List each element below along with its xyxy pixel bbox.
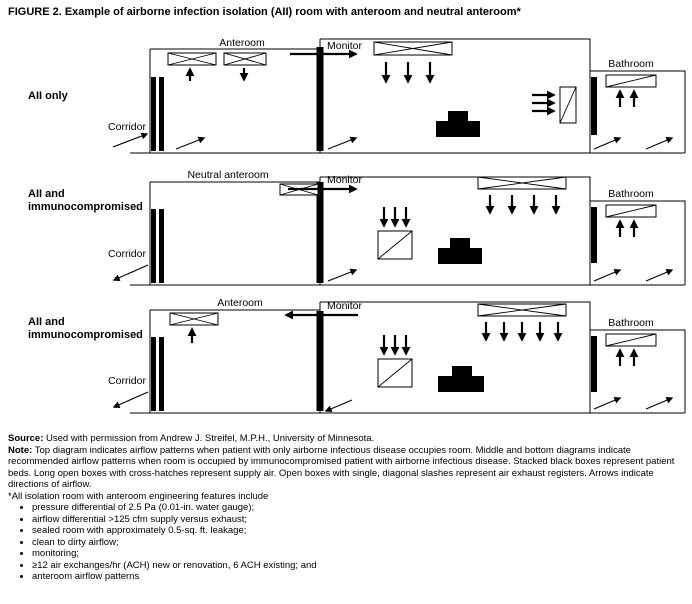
anteroom-label: Anteroom (219, 37, 265, 49)
room-outline (130, 176, 686, 286)
monitor-wall-bar (316, 47, 324, 151)
airflow-diagrams: Anteroom Monitor Bathroom Corridor (108, 37, 686, 414)
bathroom-door-bar (591, 207, 597, 263)
corridor-door-bars (151, 337, 164, 411)
patient-bed (436, 111, 480, 137)
monitor-label: Monitor (327, 40, 363, 52)
list-item: monitoring; (32, 548, 686, 560)
source-label: Source: (8, 433, 44, 444)
list-item: anteroom airflow patterns (32, 571, 686, 583)
bathroom-up-arrows (615, 89, 639, 107)
bathroom-label: Bathroom (608, 188, 654, 200)
asterisk-line: *All isolation room with anteroom engine… (8, 490, 269, 502)
room-supply-air-box (373, 41, 453, 56)
corridor-door-bars (151, 77, 164, 151)
airflow-down-arrows (381, 62, 435, 84)
figure-footnotes: Source: Used with permission from Andrew… (8, 433, 686, 583)
airflow-right-arrows (532, 90, 556, 116)
note-line: Note: Top diagram indicates airflow patt… (8, 445, 686, 491)
room-supply-air-box (477, 176, 567, 190)
exhaust-register (377, 230, 413, 260)
room-supply-air-box (477, 303, 567, 317)
bathroom-up-arrows (615, 348, 639, 366)
airflow-down-arrows (379, 335, 411, 356)
bathroom-label: Bathroom (608, 317, 654, 329)
diagram2-row-label: AII and immunocompromised (28, 188, 143, 213)
monitor-label: Monitor (327, 174, 363, 186)
source-text: Used with permission from Andrew J. Stre… (43, 433, 375, 444)
engineering-features-list: pressure differential of 2.5 Pa (0.01-in… (8, 502, 686, 583)
diagram1-row-label: AII only (28, 90, 68, 102)
corridor-label: Corridor (108, 248, 146, 260)
anteroom-label: Anteroom (217, 297, 263, 309)
airflow-down-arrows (379, 207, 411, 228)
anteroom-supply-air-box (169, 312, 219, 326)
bathroom-exhaust-register (605, 74, 657, 88)
room-outline (130, 301, 686, 414)
note-label: Note: (8, 444, 33, 456)
anteroom-supply-air-box (223, 52, 267, 66)
note-text: Top diagram indicates airflow patterns w… (8, 444, 675, 491)
list-item: clean to dirty airflow; (32, 537, 686, 549)
room-outline (130, 38, 686, 154)
anteroom-label: Neutral anteroom (187, 169, 268, 181)
diagram-aii-immunocompromised-anteroom: Anteroom Monitor Bathroom Corridor (108, 297, 686, 414)
list-item: airflow differential >125 cfm supply ver… (32, 514, 686, 526)
bathroom-exhaust-register (605, 204, 657, 218)
list-item: ≥12 air exchanges/hr (ACH) new or renova… (32, 560, 686, 572)
diagram-aii-only: Anteroom Monitor Bathroom Corridor (108, 37, 686, 154)
corridor-label: Corridor (108, 375, 146, 387)
airflow-down-arrows (485, 195, 561, 215)
undercut-airflow-arrows (112, 264, 674, 282)
patient-bed (438, 238, 482, 264)
exhaust-register (559, 86, 577, 124)
anteroom-supply-air-box (167, 52, 217, 66)
list-item: pressure differential of 2.5 Pa (0.01-in… (32, 502, 686, 514)
bathroom-label: Bathroom (608, 58, 654, 70)
undercut-airflow-arrows (112, 391, 674, 413)
undercut-airflow-arrows (112, 132, 674, 150)
corridor-label: Corridor (108, 121, 146, 133)
bathroom-door-bar (591, 336, 597, 392)
source-line: Source: Used with permission from Andrew… (8, 433, 686, 445)
exhaust-register (377, 358, 413, 388)
corridor-door-bars (151, 209, 164, 283)
diagram3-row-label: AII and immunocompromised (28, 316, 143, 341)
list-item: sealed room with approximately 0.5-sq. f… (32, 525, 686, 537)
bathroom-exhaust-register (605, 333, 657, 347)
airflow-down-arrows (481, 322, 563, 342)
monitor-wall-bar (316, 182, 324, 283)
monitor-label: Monitor (327, 300, 363, 312)
bathroom-door-bar (591, 77, 597, 135)
bathroom-up-arrows (615, 219, 639, 237)
figure-title: FIGURE 2. Example of airborne infection … (8, 6, 521, 18)
patient-bed (438, 366, 484, 392)
monitor-wall-bar (316, 311, 324, 411)
diagram-aii-immunocompromised-neutral: Neutral anteroom Monitor Bathroom Corrid… (108, 169, 686, 286)
